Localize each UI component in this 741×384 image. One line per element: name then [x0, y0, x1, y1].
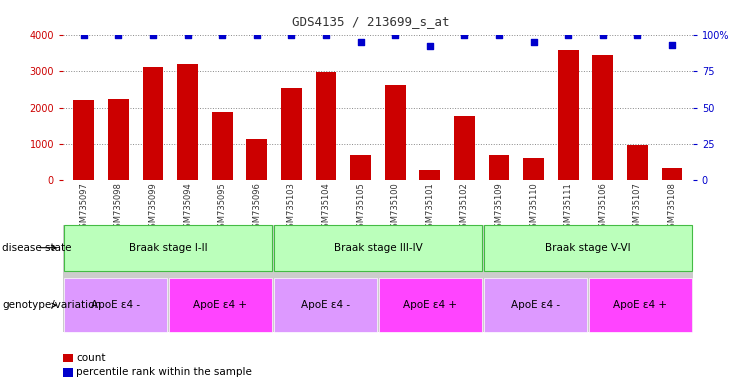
Text: count: count: [76, 353, 106, 363]
Bar: [63, 354, 73, 362]
Bar: [316, 72, 336, 180]
Text: ApoE ε4 +: ApoE ε4 +: [193, 300, 247, 310]
Text: ApoE ε4 -: ApoE ε4 -: [91, 300, 140, 310]
Point: [355, 39, 367, 45]
Bar: [177, 65, 198, 180]
Bar: [273, 278, 377, 332]
Point: [147, 31, 159, 38]
Point: [113, 31, 124, 38]
Point: [78, 31, 90, 38]
Bar: [558, 50, 579, 180]
Text: ApoE ε4 -: ApoE ε4 -: [301, 300, 350, 310]
Point: [216, 31, 228, 38]
Bar: [73, 100, 94, 180]
Point: [459, 31, 471, 38]
Bar: [523, 158, 544, 180]
Text: ApoE ε4 +: ApoE ε4 +: [614, 300, 668, 310]
Point: [424, 43, 436, 49]
Bar: [64, 278, 167, 332]
Bar: [108, 99, 129, 180]
Text: Braak stage V-VI: Braak stage V-VI: [545, 243, 631, 253]
Point: [597, 31, 609, 38]
Bar: [588, 278, 692, 332]
Bar: [488, 155, 509, 180]
Point: [182, 31, 193, 38]
Text: percentile rank within the sample: percentile rank within the sample: [76, 367, 252, 377]
Point: [285, 31, 297, 38]
Point: [562, 31, 574, 38]
Point: [320, 31, 332, 38]
Bar: [379, 278, 482, 332]
Point: [389, 31, 401, 38]
Bar: [64, 225, 272, 271]
Text: Braak stage I-II: Braak stage I-II: [129, 243, 207, 253]
Bar: [273, 225, 482, 271]
Text: Braak stage III-IV: Braak stage III-IV: [333, 243, 422, 253]
Bar: [662, 169, 682, 180]
Bar: [63, 225, 693, 332]
Bar: [593, 55, 614, 180]
Text: genotype/variation: genotype/variation: [2, 300, 102, 310]
Bar: [247, 139, 268, 180]
Point: [251, 31, 263, 38]
Bar: [385, 85, 405, 180]
Text: ApoE ε4 -: ApoE ε4 -: [511, 300, 560, 310]
Bar: [454, 116, 475, 180]
Bar: [484, 225, 692, 271]
Text: ApoE ε4 +: ApoE ε4 +: [403, 300, 457, 310]
Bar: [419, 170, 440, 180]
Text: disease state: disease state: [2, 243, 72, 253]
Point: [528, 39, 539, 45]
Text: GDS4135 / 213699_s_at: GDS4135 / 213699_s_at: [292, 15, 449, 28]
Point: [666, 42, 678, 48]
Bar: [350, 155, 371, 180]
Bar: [484, 278, 587, 332]
Bar: [169, 278, 272, 332]
Point: [493, 31, 505, 38]
Bar: [281, 88, 302, 180]
Bar: [63, 368, 73, 377]
Bar: [142, 68, 163, 180]
Bar: [212, 112, 233, 180]
Point: [631, 31, 643, 38]
Bar: [627, 146, 648, 180]
